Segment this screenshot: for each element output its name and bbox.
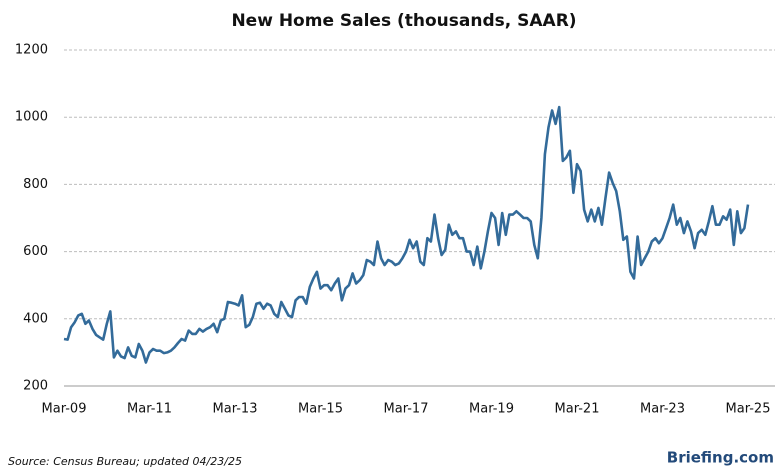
x-tick-label: Mar-09 <box>42 402 87 417</box>
x-tick-label: Mar-19 <box>469 402 514 417</box>
x-tick-label: Mar-13 <box>213 402 258 417</box>
chart-title: New Home Sales (thousands, SAAR) <box>231 11 576 31</box>
y-tick-label: 1000 <box>15 110 48 125</box>
brand-logo: Briefing.com <box>667 449 774 467</box>
y-tick-label: 800 <box>23 177 48 192</box>
source-note: Source: Census Bureau; updated 04/23/25 <box>8 455 242 468</box>
y-tick-label: 200 <box>23 379 48 394</box>
x-tick-label: Mar-11 <box>127 402 172 417</box>
y-tick-label: 400 <box>23 311 48 326</box>
x-tick-label: Mar-17 <box>384 402 429 417</box>
y-tick-label: 600 <box>23 244 48 259</box>
x-tick-label: Mar-25 <box>726 402 771 417</box>
x-tick-label: Mar-23 <box>640 402 685 417</box>
x-tick-label: Mar-21 <box>555 402 600 417</box>
y-tick-label: 1200 <box>15 43 48 58</box>
data-line <box>63 105 750 364</box>
x-tick-label: Mar-15 <box>298 402 343 417</box>
